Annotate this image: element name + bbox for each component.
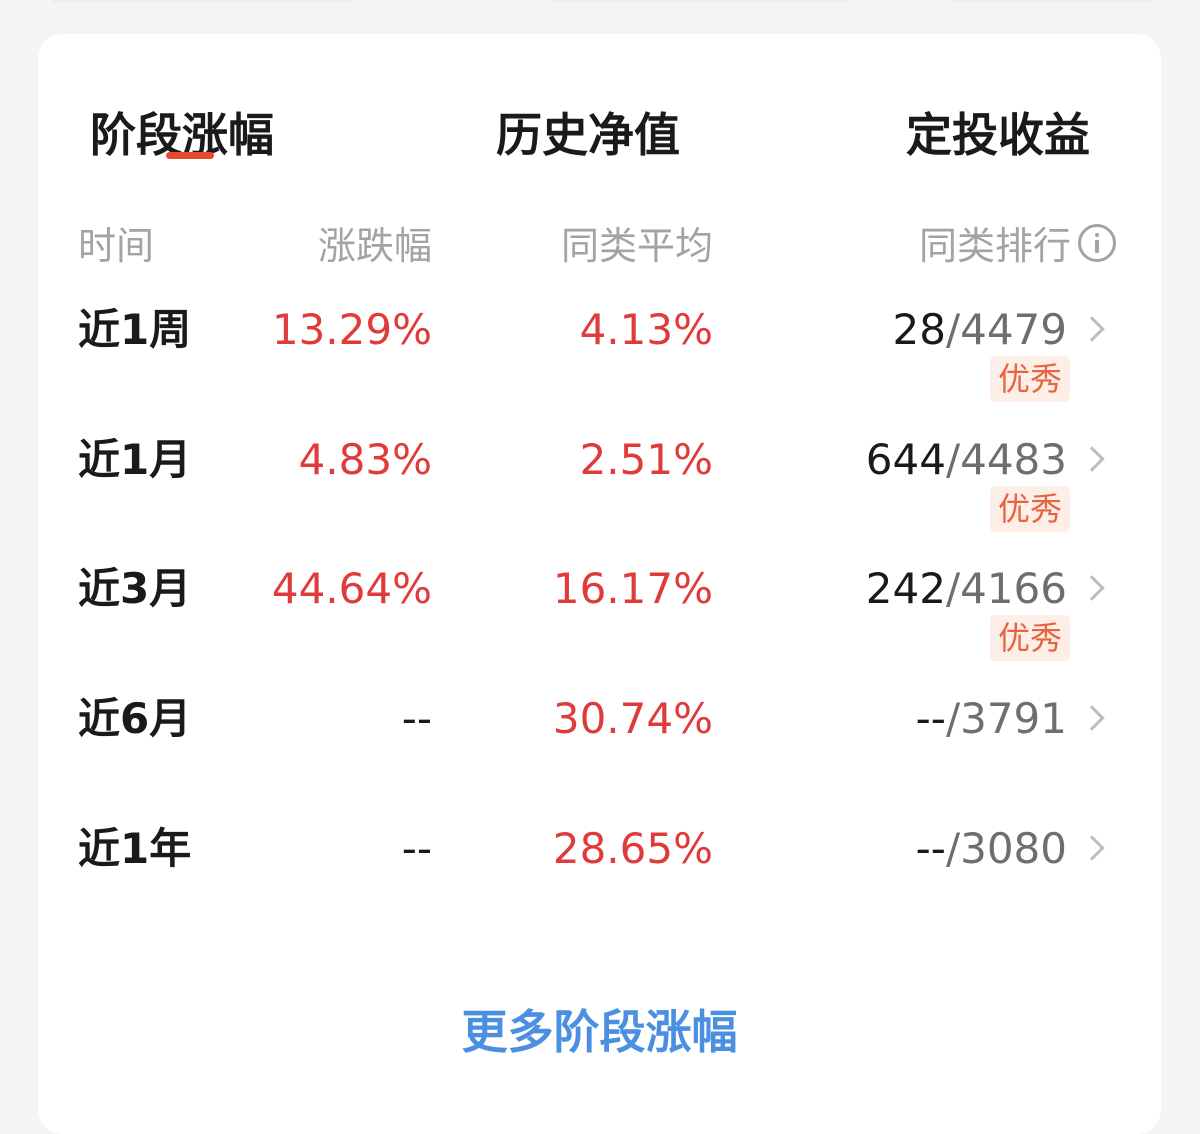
change-value: 4.83% (298, 435, 432, 484)
rank-number: -- (915, 824, 946, 873)
period-label: 近6月 (78, 694, 192, 743)
column-header-period: 时间 (78, 224, 155, 268)
chevron-right-icon (1079, 835, 1105, 861)
rank-number: -- (915, 694, 946, 743)
chevron-right-icon (1079, 575, 1105, 601)
rank-total: /3791 (945, 694, 1067, 743)
period-label: 近3月 (78, 564, 192, 613)
category-rank: --/3080 (916, 819, 1067, 879)
rank-total: /3080 (945, 824, 1067, 873)
category-avg-value: 28.65% (552, 824, 713, 873)
category-rank: 242/4166 (866, 559, 1067, 619)
table-row[interactable]: 近1月 4.83% 2.51% 644/4483 优秀 (38, 420, 1161, 532)
tab-auto-invest-return[interactable]: 定投收益 (906, 108, 1090, 162)
rank-number: 28 (892, 305, 946, 354)
excellent-badge: 优秀 (990, 486, 1070, 532)
chevron-right-icon (1079, 705, 1105, 731)
info-icon[interactable] (1078, 224, 1116, 262)
tab-history-nav[interactable]: 历史净值 (496, 108, 680, 162)
category-rank: --/3791 (916, 689, 1067, 749)
change-value: 44.64% (271, 564, 432, 613)
table-row[interactable]: 近3月 44.64% 16.17% 242/4166 优秀 (38, 549, 1161, 661)
chevron-right-icon (1079, 446, 1105, 472)
category-avg-value: 30.74% (552, 694, 713, 743)
tab-bar: 阶段涨幅 历史净值 定投收益 (38, 34, 1161, 204)
column-header-category-rank: 同类排行 (918, 224, 1071, 268)
active-tab-indicator (166, 152, 214, 159)
rank-number: 242 (865, 564, 946, 613)
chevron-right-icon (1079, 316, 1105, 342)
period-label: 近1年 (78, 824, 192, 873)
prev-card-edge (950, 0, 1150, 2)
change-value: 13.29% (271, 305, 432, 354)
column-header-category-avg: 同类平均 (560, 224, 713, 268)
rank-total: /4479 (945, 305, 1067, 354)
top-strip (0, 0, 1200, 34)
category-avg-value: 2.51% (579, 435, 713, 484)
change-value: -- (401, 694, 432, 743)
table-row[interactable]: 近6月 -- 30.74% --/3791 (38, 679, 1161, 759)
category-avg-value: 16.17% (552, 564, 713, 613)
category-avg-value: 4.13% (579, 305, 713, 354)
table-row[interactable]: 近1周 13.29% 4.13% 28/4479 优秀 (38, 290, 1161, 402)
period-label: 近1周 (78, 305, 192, 354)
period-label: 近1月 (78, 435, 192, 484)
stage-performance-card: 阶段涨幅 历史净值 定投收益 时间 涨跌幅 同类平均 同类排行 近1周 13.2… (38, 34, 1161, 1134)
column-header-change: 涨跌幅 (317, 224, 432, 268)
prev-card-edge (550, 0, 850, 2)
excellent-badge: 优秀 (990, 615, 1070, 661)
change-value: -- (401, 824, 432, 873)
rank-total: /4166 (945, 564, 1067, 613)
rank-total: /4483 (945, 435, 1067, 484)
more-stage-change-link[interactable]: 更多阶段涨幅 (461, 1005, 738, 1059)
table-row[interactable]: 近1年 -- 28.65% --/3080 (38, 809, 1161, 889)
prev-card-edge (52, 0, 352, 2)
tab-stage-change[interactable]: 阶段涨幅 (90, 108, 274, 162)
rank-number: 644 (865, 435, 946, 484)
category-rank: 644/4483 (866, 430, 1067, 490)
category-rank: 28/4479 (893, 300, 1068, 360)
excellent-badge: 优秀 (990, 356, 1070, 402)
